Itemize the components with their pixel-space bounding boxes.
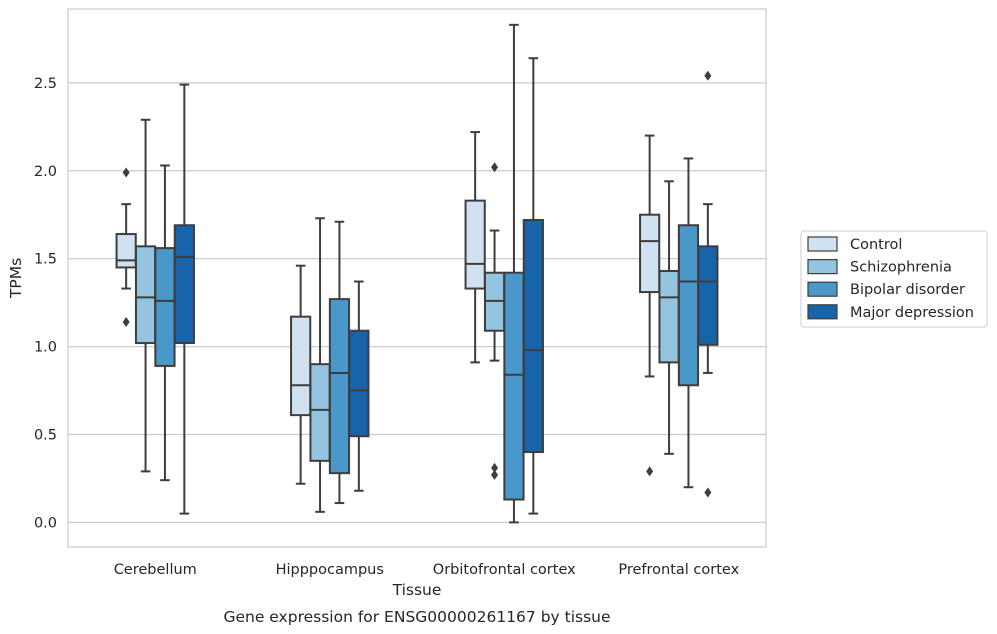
legend-label: Major depression xyxy=(850,305,974,321)
plot-frame xyxy=(67,8,767,548)
y-tick-labels: 0.0 0.5 1.0 1.5 2.0 2.5 xyxy=(34,76,57,532)
outlier-point xyxy=(122,167,130,178)
y-tick-label: 2.5 xyxy=(34,76,57,92)
legend-swatch xyxy=(807,304,838,320)
x-axis-label: Tissue xyxy=(392,581,442,599)
box xyxy=(464,199,486,290)
legend-label: Control xyxy=(850,237,902,253)
outlier-point xyxy=(704,487,712,498)
box xyxy=(328,298,351,475)
x-tick-label: Cerebellum xyxy=(114,562,197,578)
box-series-group xyxy=(115,23,719,524)
legend-swatch xyxy=(807,259,838,275)
legend: Control Schizophrenia Bipolar disorder Majo… xyxy=(800,230,988,328)
x-tick-labels: Cerebellum Hipppocampus Orbitofrontal cort… xyxy=(114,562,740,578)
box xyxy=(290,315,312,417)
box xyxy=(503,271,525,501)
x-tick-label: Orbitofrontal cortex xyxy=(433,562,576,578)
legend-swatch xyxy=(807,281,838,297)
box xyxy=(697,245,719,346)
outlier-point xyxy=(491,462,499,473)
outlier-point xyxy=(491,162,499,173)
box xyxy=(134,245,157,345)
box xyxy=(658,269,680,364)
outlier-point xyxy=(491,469,499,480)
box xyxy=(348,329,370,438)
box xyxy=(115,233,137,269)
box xyxy=(154,247,176,367)
y-tick-label: 1.0 xyxy=(34,340,57,356)
x-tick-label: Hipppocampus xyxy=(276,562,384,578)
box xyxy=(677,224,700,387)
y-tick-label: 0.0 xyxy=(34,515,57,531)
chart-caption: Gene expression for ENSG00000261167 by t… xyxy=(223,608,610,626)
y-tick-label: 1.5 xyxy=(34,252,57,268)
box xyxy=(173,224,195,345)
legend-swatch xyxy=(807,236,838,252)
outlier-point xyxy=(646,466,654,477)
y-tick-label: 0.5 xyxy=(34,427,57,443)
box xyxy=(639,213,661,294)
y-tick-label: 2.0 xyxy=(34,164,57,180)
legend-label: Schizophrenia xyxy=(850,260,952,276)
legend-frame xyxy=(800,230,988,328)
x-tick-label: Prefrontal cortex xyxy=(618,562,739,578)
box xyxy=(522,218,544,454)
outlier-point xyxy=(704,70,712,81)
legend-label: Bipolar disorder xyxy=(850,282,965,298)
outlier-point xyxy=(122,316,130,327)
box xyxy=(309,363,331,462)
y-axis-label: TPMs xyxy=(7,258,25,299)
